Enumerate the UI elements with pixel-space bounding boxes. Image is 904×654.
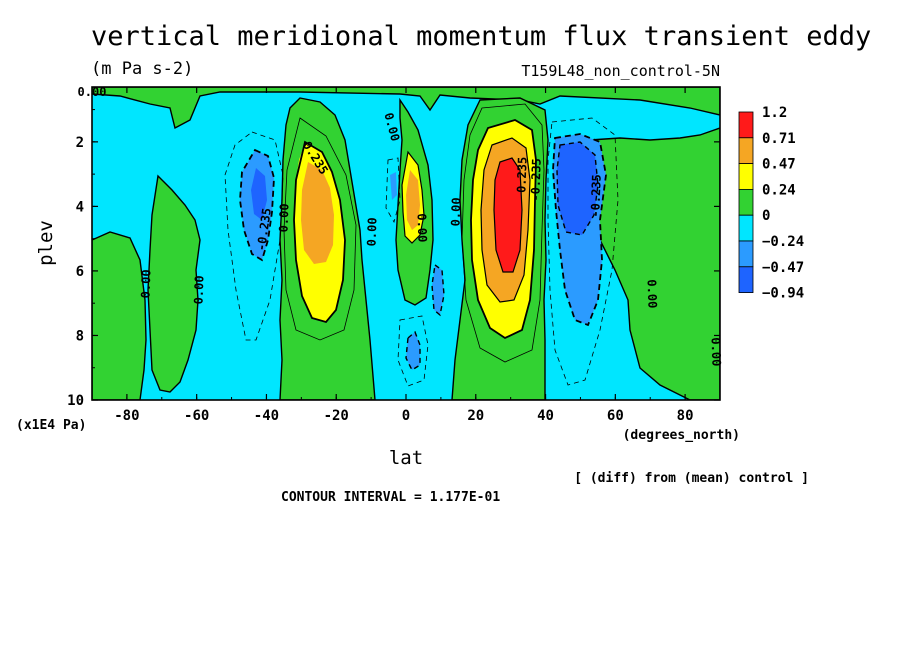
contour-label: 0.235 <box>514 157 529 194</box>
y-axis: 2 4 6 8 10 <box>67 109 720 409</box>
x-tick-label: 60 <box>607 408 624 424</box>
x-tick-label: -80 <box>114 408 139 424</box>
colorbar: 1.2 0.71 0.47 0.24 0 −0.24 −0.47 −0.94 <box>738 105 804 302</box>
y-tick-label: 2 <box>76 135 84 151</box>
y-tick-label: 6 <box>76 264 84 280</box>
x-tick-label: 80 <box>677 408 694 424</box>
colorbar-swatch <box>738 240 754 268</box>
y-axis-label: plev <box>35 220 57 266</box>
chart-title: vertical meridional momentum flux transi… <box>91 21 871 52</box>
colorbar-swatch <box>738 137 754 165</box>
x-tick-label: -40 <box>254 408 279 424</box>
colorbar-label: 1.2 <box>762 105 787 121</box>
contour-label: 0.00 <box>139 269 154 298</box>
experiment-label: T159L48_non_control-5N <box>521 62 720 80</box>
contour-label: -0.235 <box>588 174 604 218</box>
colorbar-label: −0.94 <box>762 286 804 302</box>
x-axis-units: (degrees_north) <box>623 428 740 443</box>
positive-region <box>494 158 522 272</box>
colorbar-label: −0.47 <box>762 260 804 276</box>
colorbar-label: 0.24 <box>762 182 796 198</box>
contour-labels: 0.000.235-0.235-0.235-0.2350.000.000.000… <box>78 85 724 367</box>
negative-region <box>390 172 397 200</box>
x-tick-label: 0 <box>402 408 410 424</box>
plot-area <box>92 87 720 400</box>
negative-region <box>251 168 267 220</box>
y-tick-label: 4 <box>76 199 84 215</box>
colorbar-label: 0 <box>762 208 770 224</box>
negative-region <box>432 265 444 315</box>
contour-label: 0.00 <box>365 217 380 246</box>
chart-units: (m Pa s-2) <box>91 59 193 79</box>
colorbar-label: 0.71 <box>762 131 796 147</box>
contour-label: 0.00 <box>414 213 429 242</box>
contour-lines <box>224 103 619 387</box>
contour-label: 0.00 <box>277 203 292 232</box>
contour-label: -0.235 <box>528 158 544 202</box>
negative-region <box>406 332 420 370</box>
contour-label: 0.00 <box>78 85 107 99</box>
y-tick-label: 10 <box>67 393 84 409</box>
x-axis-label: lat <box>389 447 423 469</box>
x-tick-label: 20 <box>467 408 484 424</box>
colorbar-label: −0.24 <box>762 234 804 250</box>
y-axis-units: (x1E4 Pa) <box>16 418 86 433</box>
contour-label: 0.00 <box>708 337 723 366</box>
positive-region <box>147 174 201 393</box>
contour-interval: CONTOUR INTERVAL = 1.177E-01 <box>281 490 500 505</box>
contour-label: 0.00 <box>449 197 464 226</box>
x-tick-label: 40 <box>537 408 554 424</box>
colorbar-swatch <box>738 266 754 293</box>
positive-region <box>92 87 720 130</box>
contour-label: 0.00 <box>192 275 207 304</box>
x-axis: -80 -60 -40 -20 0 20 40 60 80 <box>91 87 721 424</box>
x-tick-label: -60 <box>184 408 209 424</box>
colorbar-swatch <box>738 111 754 139</box>
footnote: [ (diff) from (mean) control ] <box>574 471 809 486</box>
colorbar-swatch <box>738 188 754 216</box>
contour-label: -0.235 <box>254 207 274 252</box>
y-tick-label: 8 <box>76 328 84 344</box>
colorbar-swatch <box>738 214 754 242</box>
contour-label: 0.00 <box>644 279 659 308</box>
x-tick-label: -20 <box>324 408 349 424</box>
colorbar-swatch <box>738 163 754 190</box>
positive-region <box>92 231 147 400</box>
positive-region <box>301 162 334 264</box>
colorbar-label: 0.47 <box>762 157 796 173</box>
negative-region <box>557 142 598 235</box>
positive-region <box>406 170 420 230</box>
